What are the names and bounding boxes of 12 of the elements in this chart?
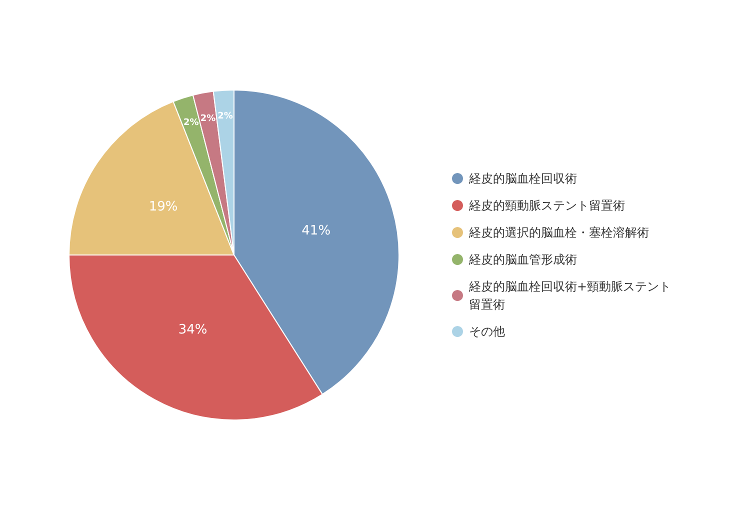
data-label: 19% — [148, 199, 178, 214]
legend-label: 経皮的脳血栓回収術+頸動脈ステント留置術 — [468, 280, 672, 312]
data-label: 2% — [200, 114, 216, 124]
legend-label: 経皮的脳血栓回収術 — [468, 172, 577, 186]
data-label: 34% — [178, 322, 208, 338]
data-label: 2% — [184, 118, 199, 128]
legend-label: 経皮的選択的脳血栓・塞栓溶解術 — [468, 226, 649, 240]
data-label: 41% — [302, 224, 331, 239]
legend-label: 経皮的脳血管形成術 — [468, 252, 577, 266]
data-label: 2% — [218, 112, 233, 122]
legend-label: その他 — [469, 324, 505, 338]
legend-label: 経皮的頸動脈ステント留置術 — [468, 198, 625, 212]
